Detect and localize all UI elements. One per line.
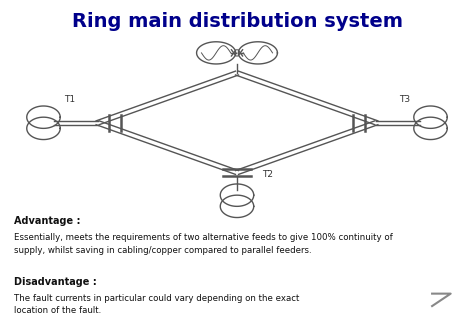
Text: Advantage :: Advantage : [14,216,81,226]
Text: Essentially, meets the requirements of two alternative feeds to give 100% contin: Essentially, meets the requirements of t… [14,233,393,255]
Text: Ring main distribution system: Ring main distribution system [72,12,402,31]
Text: T2: T2 [262,170,273,178]
Text: T3: T3 [399,95,410,104]
Text: Disadvantage :: Disadvantage : [14,276,97,287]
Text: The fault currents in particular could vary depending on the exact
location of t: The fault currents in particular could v… [14,294,300,315]
Text: T1: T1 [64,95,75,104]
